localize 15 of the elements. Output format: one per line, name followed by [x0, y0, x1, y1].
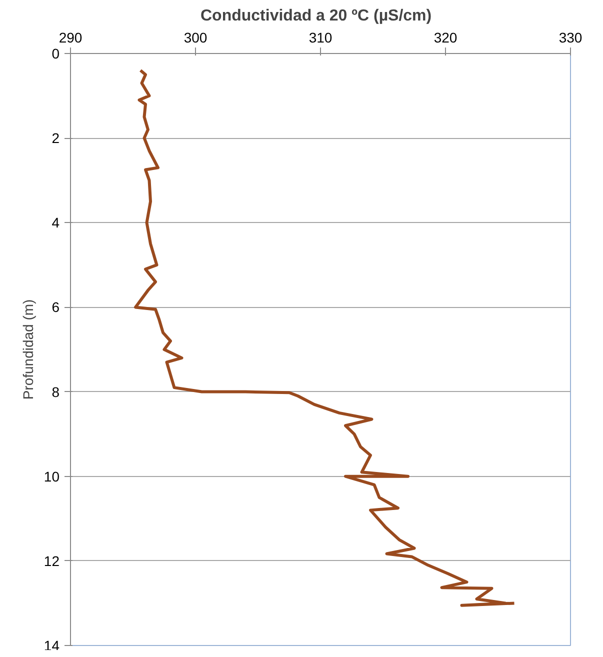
y-tick-label: 12 — [44, 552, 60, 569]
chart-title: Conductividad a 20 ºC (µS/cm) — [200, 8, 432, 24]
y-tick-label: 2 — [52, 130, 60, 146]
y-axis-title: Profundidad (m) — [20, 299, 36, 400]
y-tick-label: 10 — [44, 468, 60, 484]
x-tick-label: 300 — [184, 30, 208, 46]
y-tick-label: 0 — [52, 46, 60, 62]
line-series — [134, 68, 516, 607]
y-tick-label: 4 — [52, 214, 60, 231]
x-tick-label: 310 — [308, 30, 332, 46]
y-tick-label: 8 — [52, 384, 60, 400]
y-tick-label: 6 — [52, 299, 60, 316]
x-tick-label: 290 — [58, 30, 82, 46]
x-tick-label: 330 — [558, 30, 582, 46]
x-tick-label: 320 — [434, 30, 458, 46]
